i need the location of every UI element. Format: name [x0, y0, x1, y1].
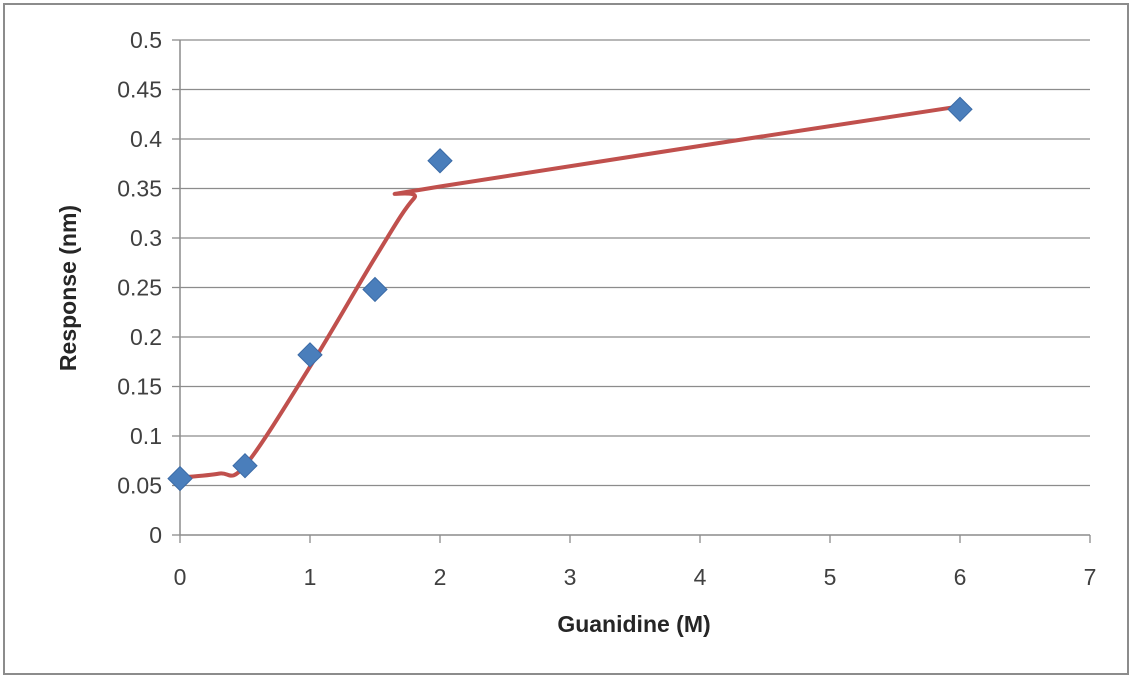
- data-point-marker: [362, 276, 388, 303]
- data-point-marker: [232, 452, 258, 479]
- trendline-group: [178, 104, 962, 480]
- data-point-marker: [297, 342, 323, 368]
- y-tick-label: 0.25: [117, 275, 162, 301]
- trendline: [178, 104, 962, 480]
- gridlines: [180, 39, 1090, 487]
- y-tick-label: 0.15: [117, 374, 162, 400]
- x-tick-labels: 0 1 2 3 4 5 6 7: [174, 564, 1097, 590]
- axes: [172, 39, 1091, 543]
- x-tick-label: 2: [434, 564, 447, 590]
- x-tick-label: 4: [694, 564, 707, 590]
- data-point-marker: [167, 465, 193, 492]
- x-axis-title: Guanidine (M): [557, 611, 710, 637]
- x-tick-label: 7: [1084, 564, 1097, 590]
- y-tick-labels: 0 0.05 0.1 0.15 0.2 0.25 0.3 0.35 0.4 0.45 0.5: [117, 27, 162, 548]
- y-tick-label: 0.5: [130, 27, 162, 53]
- x-tick-label: 1: [304, 564, 317, 590]
- chart-frame: [3, 3, 1129, 675]
- y-tick-label: 0.45: [117, 77, 162, 103]
- x-tick-label: 6: [954, 564, 967, 590]
- data-point-marker: [427, 148, 453, 174]
- data-points: [167, 96, 973, 492]
- x-tick-label: 3: [564, 564, 577, 590]
- x-tick-label: 5: [824, 564, 837, 590]
- y-axis-title: Response (nm): [55, 205, 81, 371]
- y-tick-label: 0.3: [130, 225, 162, 251]
- y-tick-label: 0.4: [130, 126, 162, 152]
- y-tick-label: 0.35: [117, 176, 162, 202]
- y-tick-label: 0: [149, 522, 162, 548]
- y-tick-label: 0.1: [130, 423, 162, 449]
- data-point-marker: [947, 96, 973, 123]
- x-tick-label: 0: [174, 564, 187, 590]
- y-tick-label: 0.05: [117, 473, 162, 499]
- y-tick-label: 0.2: [130, 324, 162, 350]
